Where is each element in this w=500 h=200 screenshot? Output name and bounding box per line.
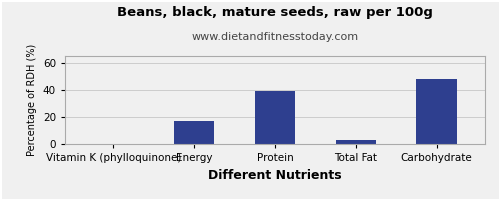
Bar <box>336 140 376 144</box>
Text: www.dietandfitnesstoday.com: www.dietandfitnesstoday.com <box>192 32 358 42</box>
X-axis label: Different Nutrients: Different Nutrients <box>208 169 342 182</box>
Y-axis label: Percentage of RDH (%): Percentage of RDH (%) <box>28 44 38 156</box>
Text: Beans, black, mature seeds, raw per 100g: Beans, black, mature seeds, raw per 100g <box>117 6 433 19</box>
Bar <box>416 79 457 144</box>
Bar <box>174 121 214 144</box>
Bar <box>255 91 295 144</box>
